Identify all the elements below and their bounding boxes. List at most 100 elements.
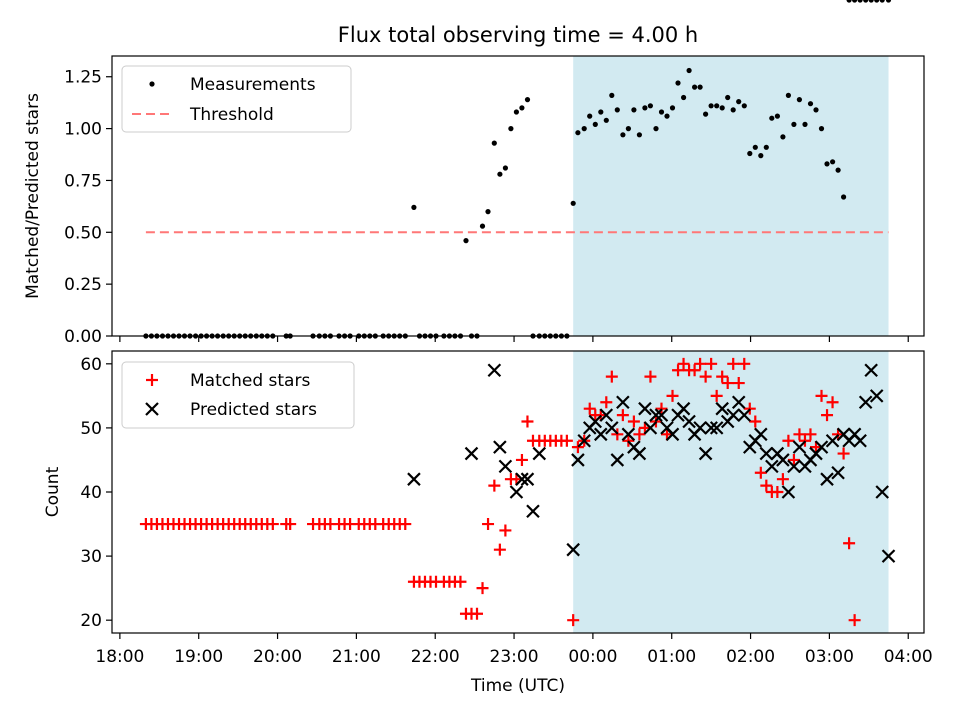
matched-star-point (705, 357, 718, 370)
measurement-point (620, 132, 626, 138)
legend-matched-marker (146, 374, 158, 386)
matched-star-point (488, 479, 501, 492)
measurement-point (491, 140, 497, 146)
y-axis-label-bottom: Count (43, 466, 63, 517)
y-axis-label-top: Matched/Predicted stars (23, 93, 43, 299)
predicted-star-point (520, 472, 535, 486)
panel-counts: 20 30 40 50 60 18:00 19:00 20:00 21:00 22:00 23:0… (43, 351, 933, 696)
predicted-star-point (515, 472, 529, 486)
predicted-star-point (693, 421, 707, 435)
predicted-stars-points (407, 363, 896, 563)
legend-box-top (121, 65, 352, 133)
matched-star-point (804, 428, 817, 441)
measurement-point (681, 94, 687, 101)
measurement-point (675, 80, 681, 86)
y-tick-label: 1.25 (64, 68, 102, 88)
predicted-star-point (632, 446, 647, 461)
predicted-star-point (571, 453, 585, 467)
predicted-star-point (715, 401, 729, 416)
predicted-star-point (881, 549, 896, 563)
y-tick-label: 20 (80, 611, 102, 631)
predicted-star-point (532, 446, 547, 461)
predicted-star-point (493, 440, 507, 454)
measurement-point (852, 0, 858, 3)
legend-matched-label: Matched stars (190, 371, 310, 391)
predicted-star-point (643, 421, 658, 435)
y-tick-label: 0.50 (64, 223, 102, 243)
y-axis-bottom: 20 30 40 50 60 (80, 355, 112, 631)
matched-star-point (583, 402, 596, 415)
matched-star-point (688, 364, 701, 377)
predicted-star-point (825, 433, 840, 448)
matched-star-point (454, 575, 467, 588)
measurement-point (636, 132, 643, 138)
measurement-point (774, 113, 781, 119)
measurement-point (846, 0, 852, 3)
measurement-point (725, 94, 731, 101)
matched-star-point (672, 364, 685, 377)
measurement-point (502, 165, 508, 171)
matched-star-point (633, 428, 646, 441)
x-tick-label: 00:00 (568, 647, 617, 667)
measurement-point (603, 117, 609, 123)
predicted-star-point (737, 408, 752, 422)
measurement-point (769, 115, 775, 121)
measurement-point (824, 161, 830, 167)
measurement-point (524, 97, 531, 103)
matched-star-point (738, 357, 751, 370)
matched-star-point (727, 357, 740, 370)
measurement-point (863, 0, 869, 3)
matched-star-point (749, 415, 762, 428)
measurement-point (497, 171, 503, 177)
matched-star-point (499, 524, 512, 537)
predicted-star-point (498, 459, 513, 474)
predicted-star-point (704, 421, 718, 435)
measurement-point (513, 109, 520, 115)
predicted-star-point (407, 472, 421, 486)
axes-frame-top (111, 55, 925, 337)
legend-threshold-label: Threshold (189, 105, 274, 125)
matched-star-point (760, 479, 773, 492)
x-tick-label: 01:00 (647, 647, 696, 667)
measurement-point (719, 105, 725, 111)
predicted-star-point (754, 427, 768, 442)
matched-star-point (644, 370, 657, 383)
matched-star-point (399, 518, 412, 531)
measurement-point (763, 144, 769, 150)
panel-ratio: 0.00 0.25 0.50 0.75 1.00 1.25 Matched/Predict… (23, 0, 925, 347)
matched-star-point (616, 409, 629, 422)
measurement-point (519, 105, 525, 111)
predicted-star-point (487, 363, 502, 378)
measurement-point (752, 144, 758, 150)
predicted-star-point (787, 459, 801, 474)
matched-star-point (266, 518, 279, 531)
predicted-star-point (593, 427, 608, 442)
matched-star-point (699, 370, 712, 383)
matched-star-point (848, 614, 861, 627)
measurement-point (614, 107, 620, 113)
predicted-star-point (875, 485, 889, 499)
legend-predicted-label: Predicted stars (190, 400, 317, 420)
measurement-point (885, 0, 892, 3)
x-tick-label: 02:00 (726, 647, 775, 667)
measurement-point (587, 113, 593, 119)
predicted-star-point (588, 414, 603, 429)
measurement-point (592, 121, 598, 127)
predicted-star-point (654, 408, 669, 422)
matched-star-point (716, 370, 729, 383)
measurement-point (791, 121, 797, 127)
x-tick-label: 18:00 (95, 647, 144, 667)
y-tick-label: 60 (80, 355, 102, 375)
measurement-point (658, 109, 665, 115)
measurement-point (730, 107, 736, 113)
predicted-star-point (776, 453, 790, 467)
measurement-point (841, 194, 847, 200)
matched-star-point (600, 396, 613, 409)
predicted-star-point (820, 472, 834, 486)
predicted-star-point (731, 395, 746, 410)
matched-star-point (843, 537, 856, 550)
legend-box-bottom (121, 361, 355, 429)
predicted-star-point (869, 389, 884, 403)
predicted-star-point (759, 446, 774, 461)
matched-star-point (837, 447, 850, 460)
